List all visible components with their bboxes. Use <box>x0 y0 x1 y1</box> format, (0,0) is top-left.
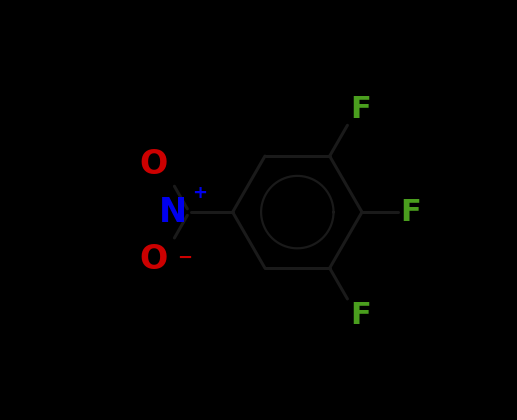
Text: −: − <box>177 249 192 267</box>
Text: F: F <box>400 197 421 227</box>
Text: O: O <box>140 148 168 181</box>
Text: F: F <box>350 301 371 330</box>
Text: N: N <box>159 196 187 228</box>
Text: +: + <box>192 184 207 202</box>
Text: F: F <box>350 94 371 123</box>
Text: O: O <box>140 243 168 276</box>
